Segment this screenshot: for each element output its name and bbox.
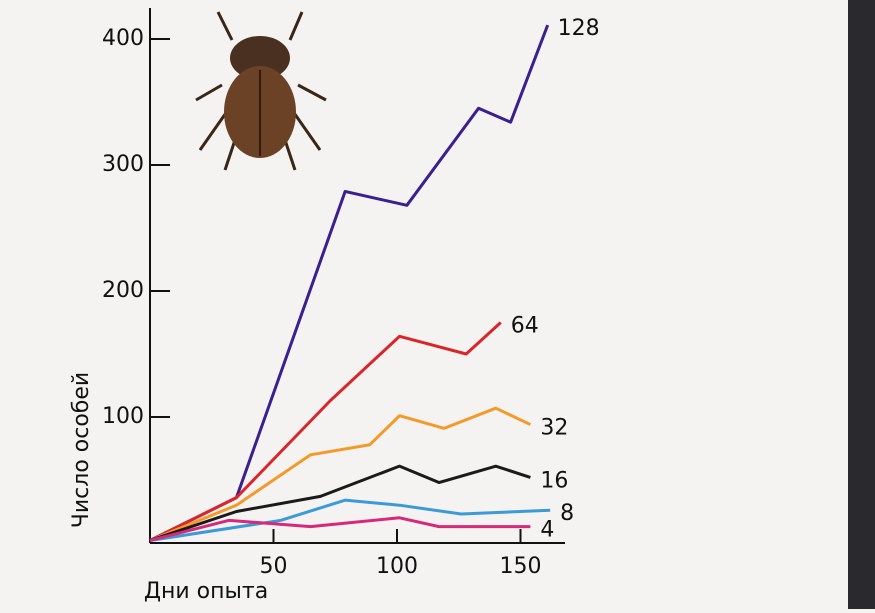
x-axis-label: Дни опыта xyxy=(144,579,268,604)
series-label: 64 xyxy=(511,314,539,339)
series-line xyxy=(150,25,548,540)
beetle-illustration xyxy=(196,12,326,170)
series-label: 8 xyxy=(560,501,574,526)
page-edge xyxy=(848,0,875,609)
x-tick-label: 50 xyxy=(260,554,288,579)
y-tick-label: 100 xyxy=(102,404,144,429)
series-label: 4 xyxy=(540,518,554,543)
x-tick-label: 100 xyxy=(376,554,418,579)
y-tick-label: 200 xyxy=(102,278,144,303)
y-tick-label: 300 xyxy=(102,152,144,177)
series-label: 32 xyxy=(540,416,568,441)
series-line xyxy=(150,466,530,540)
x-tick-label: 150 xyxy=(500,554,542,579)
y-axis-label: Число особей xyxy=(69,372,94,528)
series-label: 128 xyxy=(558,16,600,41)
y-tick-label: 400 xyxy=(102,26,144,51)
series-label: 16 xyxy=(540,468,568,493)
chart: Дни опыта Число особей 100 200 300 400 50 100… xyxy=(0,0,875,609)
